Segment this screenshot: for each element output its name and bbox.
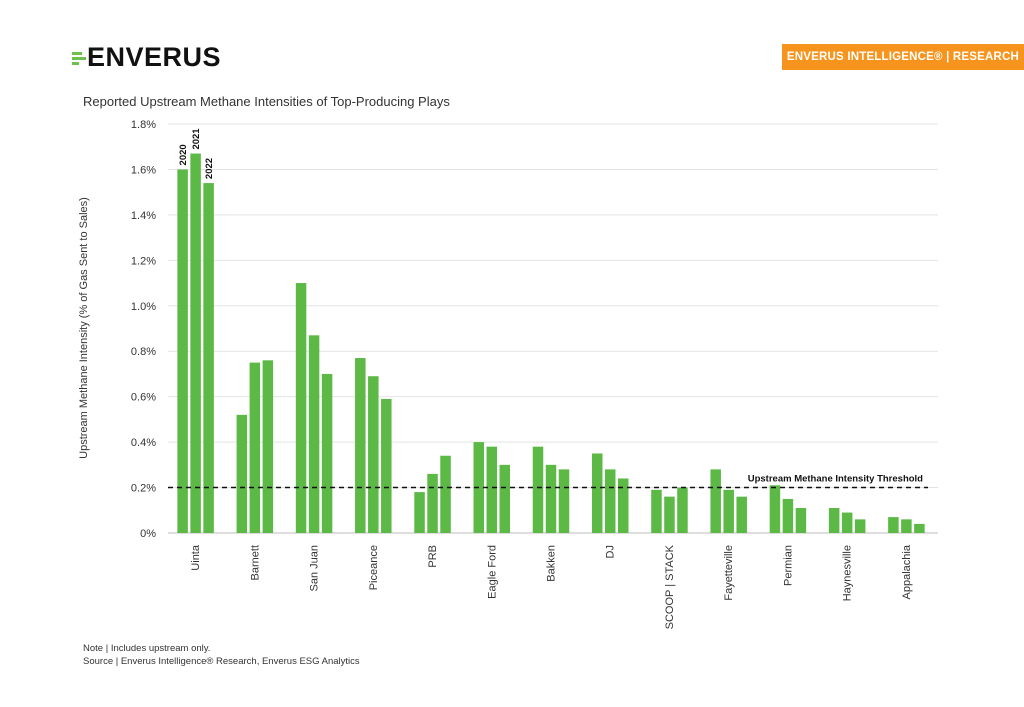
bar (782, 498, 794, 533)
bar (249, 362, 261, 533)
chart-title: Reported Upstream Methane Intensities of… (83, 94, 450, 109)
y-tick-label: 0% (140, 528, 156, 540)
threshold-label: Upstream Methane Intensity Threshold (748, 474, 923, 485)
bar (427, 473, 438, 533)
bar (236, 414, 248, 533)
y-tick-label: 1.0% (131, 301, 156, 313)
y-tick-label: 0.2% (131, 483, 156, 495)
y-tick-label: 1.8% (131, 119, 156, 131)
y-tick-label: 0.4% (131, 437, 156, 449)
bar (545, 464, 557, 533)
y-tick-label: 1.2% (131, 255, 156, 267)
chart-notes: Note | Includes upstream only. Source | … (83, 642, 360, 668)
bar (295, 283, 307, 533)
bar (177, 169, 188, 533)
research-badge: ENVERUS INTELLIGENCE® | RESEARCH (782, 44, 1024, 70)
bar (677, 487, 688, 533)
bar (736, 496, 747, 533)
y-tick-label: 0.6% (131, 392, 156, 404)
source-text: Source | Enverus Intelligence® Research,… (83, 656, 360, 667)
bar (828, 508, 840, 533)
category-label: Eagle Ford (486, 545, 498, 599)
category-label: Fayetteville (723, 545, 735, 601)
bar (651, 489, 662, 533)
category-label: Piceance (368, 545, 380, 590)
series-year-label: 2021 (191, 128, 202, 150)
bar (664, 496, 675, 533)
bar (308, 335, 320, 533)
category-label: Uinta (190, 544, 202, 571)
bar (414, 492, 425, 533)
y-tick-label: 1.4% (131, 210, 156, 222)
category-label: Barnett (249, 545, 261, 580)
bar (617, 478, 629, 533)
bar (888, 517, 899, 533)
bar (499, 464, 511, 533)
bar (486, 446, 498, 533)
category-label: Appalachia (901, 544, 913, 599)
category-label: Bakken (546, 545, 558, 582)
bar (440, 455, 451, 533)
bar (854, 519, 866, 533)
y-tick-label: 0.8% (131, 346, 156, 358)
bar (381, 398, 392, 533)
enverus-logo: ENVERUS (72, 42, 221, 73)
category-label: PRB (427, 545, 439, 568)
bar (203, 183, 214, 534)
bar (914, 523, 925, 533)
series-year-label: 2022 (204, 158, 215, 179)
bar (901, 519, 912, 533)
bar (190, 153, 201, 534)
bar (723, 489, 734, 533)
bar (769, 485, 781, 533)
bar (591, 453, 603, 533)
bar (368, 376, 379, 533)
category-label: SCOOP | STACK (664, 544, 676, 629)
note-text: Note | Includes upstream only. (83, 643, 211, 654)
bar (795, 508, 807, 533)
category-label: San Juan (309, 545, 321, 591)
bar (355, 358, 366, 533)
category-label: Permian (782, 545, 794, 586)
logo-text: ENVERUS (87, 42, 222, 72)
bar (604, 469, 616, 533)
logo-mark-icon (72, 48, 86, 68)
category-label: Haynesville (842, 545, 854, 601)
bar (841, 512, 853, 533)
series-year-label: 2020 (178, 144, 189, 165)
category-label: DJ (605, 545, 617, 558)
bar (710, 469, 721, 533)
bar (321, 373, 333, 533)
y-tick-label: 1.6% (131, 164, 156, 176)
bar (558, 469, 570, 533)
bar (262, 360, 274, 533)
bar (532, 446, 544, 533)
